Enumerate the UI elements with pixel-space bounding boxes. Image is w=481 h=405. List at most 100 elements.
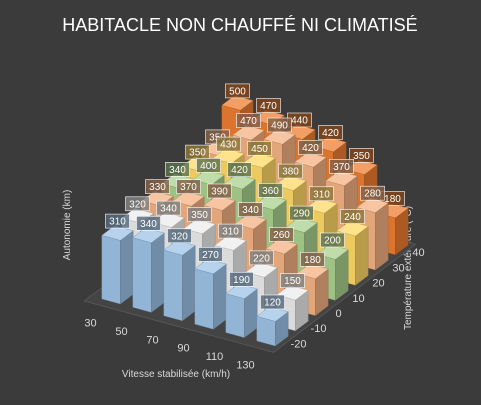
data-label-box bbox=[280, 273, 305, 289]
data-label: 380 bbox=[282, 167, 299, 178]
z-tick-label: 30 bbox=[392, 262, 404, 274]
bar-top bbox=[132, 227, 165, 243]
bar-top bbox=[101, 225, 134, 241]
data-label: 180 bbox=[304, 255, 321, 266]
chart-title: HABITACLE NON CHAUFFÉ NI CLIMATISÉ bbox=[62, 15, 417, 35]
data-label: 120 bbox=[264, 298, 281, 309]
data-label-box bbox=[105, 213, 130, 229]
data-label: 310 bbox=[222, 227, 239, 238]
bar--20-30: 310 bbox=[101, 213, 134, 305]
bar-top bbox=[232, 125, 265, 141]
data-label-box bbox=[145, 179, 170, 194]
data-label-box bbox=[340, 209, 365, 224]
data-label: 340 bbox=[160, 204, 177, 215]
data-label: 470 bbox=[240, 116, 257, 127]
data-label-box bbox=[136, 216, 161, 231]
data-label: 370 bbox=[180, 182, 197, 193]
data-label: 420 bbox=[322, 128, 339, 139]
bar-top bbox=[263, 129, 296, 145]
data-label-box bbox=[227, 162, 252, 177]
data-label: 280 bbox=[364, 189, 381, 200]
bar-side bbox=[213, 263, 227, 330]
data-label: 190 bbox=[233, 275, 250, 286]
data-label-box bbox=[238, 202, 263, 217]
bar-top bbox=[225, 283, 258, 299]
data-label: 180 bbox=[384, 194, 401, 205]
data-label-box bbox=[349, 148, 374, 163]
bar-top bbox=[203, 195, 236, 211]
bar-face bbox=[132, 237, 152, 313]
bar--20-50: 340 bbox=[132, 216, 165, 313]
data-label-box bbox=[267, 117, 292, 133]
data-label-box bbox=[260, 294, 285, 310]
bar-top bbox=[221, 95, 254, 111]
bar-top bbox=[214, 235, 247, 251]
data-label-box bbox=[278, 163, 303, 179]
bar-top bbox=[256, 306, 289, 322]
data-label: 310 bbox=[109, 217, 126, 228]
data-label-box bbox=[165, 162, 190, 177]
data-label-box bbox=[320, 232, 345, 248]
data-label: 450 bbox=[251, 144, 268, 155]
z-axis-title: Température extérieure (°C) bbox=[403, 206, 414, 330]
data-label-box bbox=[256, 98, 281, 113]
data-label-box bbox=[167, 228, 192, 244]
data-label-box bbox=[187, 207, 212, 222]
data-label-box bbox=[225, 83, 250, 99]
data-label-box bbox=[318, 125, 343, 140]
data-label: 390 bbox=[211, 187, 228, 198]
bar-side bbox=[375, 202, 389, 271]
data-label: 400 bbox=[200, 161, 217, 172]
z-tick-label: 20 bbox=[372, 278, 384, 290]
data-label-box bbox=[236, 113, 261, 128]
z-tick-label: -20 bbox=[291, 338, 307, 350]
bar-face bbox=[225, 293, 245, 338]
data-label-box bbox=[360, 185, 385, 201]
data-label: 440 bbox=[291, 116, 308, 127]
data-label-box bbox=[258, 183, 283, 198]
data-label-box bbox=[269, 227, 294, 242]
data-label-box bbox=[216, 136, 241, 152]
data-label: 350 bbox=[191, 210, 208, 221]
bar-face bbox=[163, 249, 183, 322]
x-tick-label: 130 bbox=[236, 360, 254, 372]
data-label-box bbox=[198, 247, 223, 262]
data-label: 150 bbox=[284, 276, 301, 287]
data-label: 220 bbox=[253, 253, 270, 264]
x-tick-label: 50 bbox=[115, 326, 127, 338]
data-label: 330 bbox=[149, 182, 166, 193]
data-label-box bbox=[176, 179, 201, 194]
data-label: 310 bbox=[313, 189, 330, 200]
data-label: 420 bbox=[231, 165, 248, 176]
bar-top bbox=[356, 197, 389, 213]
data-label: 500 bbox=[229, 86, 246, 97]
data-label: 370 bbox=[333, 162, 350, 173]
data-label: 240 bbox=[344, 212, 361, 223]
data-label-box bbox=[207, 183, 232, 199]
data-label-box bbox=[156, 200, 181, 216]
bar--20-130: 120 bbox=[256, 294, 289, 347]
bar-face bbox=[194, 268, 214, 330]
x-tick-label: 90 bbox=[177, 343, 189, 355]
data-label-box bbox=[218, 223, 243, 239]
data-label-box bbox=[196, 158, 221, 173]
data-label: 350 bbox=[353, 151, 370, 162]
data-label-box bbox=[289, 205, 314, 221]
data-label-box bbox=[247, 141, 272, 156]
data-label: 320 bbox=[129, 199, 146, 210]
x-tick-label: 30 bbox=[84, 318, 96, 330]
bar-top bbox=[163, 240, 196, 256]
z-tick-label: 40 bbox=[412, 247, 424, 259]
data-label: 340 bbox=[140, 219, 157, 230]
bar-side bbox=[355, 225, 369, 286]
bar-side bbox=[182, 245, 196, 322]
data-label: 490 bbox=[271, 121, 288, 132]
bar-side bbox=[120, 230, 134, 305]
x-tick-label: 70 bbox=[146, 334, 158, 346]
bar--20-110: 190 bbox=[225, 271, 258, 339]
bar-top bbox=[265, 238, 298, 255]
bar-top bbox=[194, 258, 227, 275]
z-tick-label: 10 bbox=[352, 293, 364, 305]
